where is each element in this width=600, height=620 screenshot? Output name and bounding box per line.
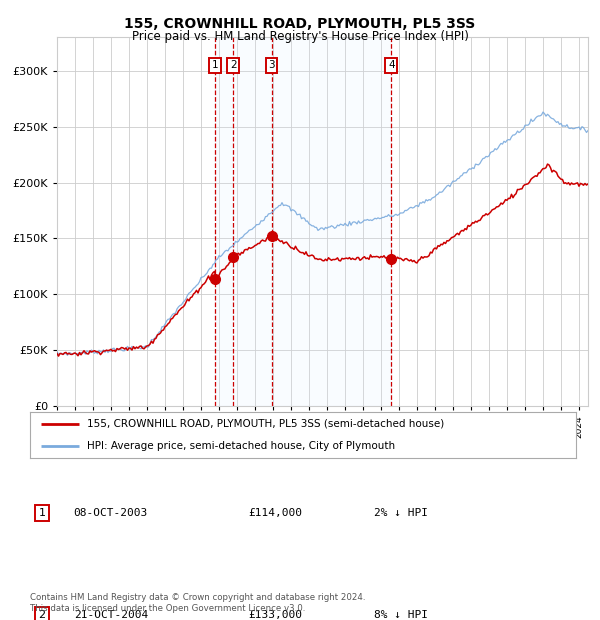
Text: 155, CROWNHILL ROAD, PLYMOUTH, PL5 3SS: 155, CROWNHILL ROAD, PLYMOUTH, PL5 3SS xyxy=(124,17,476,32)
Text: £133,000: £133,000 xyxy=(248,610,302,620)
Text: 1: 1 xyxy=(212,60,218,70)
Text: 2% ↓ HPI: 2% ↓ HPI xyxy=(374,508,428,518)
Text: 08-OCT-2003: 08-OCT-2003 xyxy=(74,508,148,518)
Text: 8% ↓ HPI: 8% ↓ HPI xyxy=(374,610,428,620)
Bar xyxy=(215,37,391,406)
Text: 3: 3 xyxy=(268,60,275,70)
Text: £114,000: £114,000 xyxy=(248,508,302,518)
Text: Price paid vs. HM Land Registry's House Price Index (HPI): Price paid vs. HM Land Registry's House … xyxy=(131,30,469,43)
Text: HPI: Average price, semi-detached house, City of Plymouth: HPI: Average price, semi-detached house,… xyxy=(88,441,395,451)
Text: 1: 1 xyxy=(38,508,46,518)
Text: Contains HM Land Registry data © Crown copyright and database right 2024.
This d: Contains HM Land Registry data © Crown c… xyxy=(30,593,365,613)
Text: 155, CROWNHILL ROAD, PLYMOUTH, PL5 3SS (semi-detached house): 155, CROWNHILL ROAD, PLYMOUTH, PL5 3SS (… xyxy=(88,418,445,428)
Text: 4: 4 xyxy=(388,60,395,70)
Text: 2: 2 xyxy=(230,60,237,70)
Text: 2: 2 xyxy=(38,610,46,620)
Text: 21-OCT-2004: 21-OCT-2004 xyxy=(74,610,148,620)
